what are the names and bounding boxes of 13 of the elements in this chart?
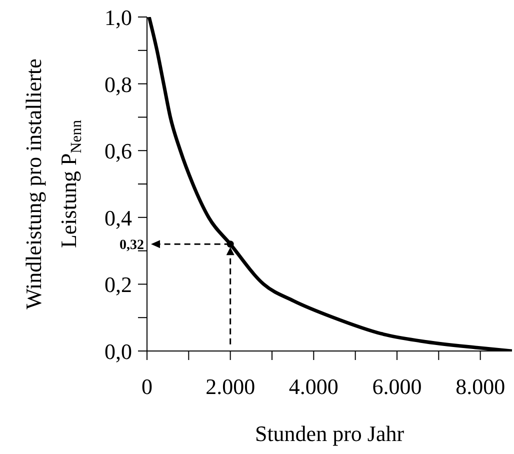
x-tick-label: 4.000 xyxy=(288,374,338,399)
x-tick-label: 6.000 xyxy=(372,374,422,399)
x-tick-label: 2.000 xyxy=(206,374,256,399)
x-tick-label: 0 xyxy=(142,374,152,399)
y-tick-label: 0,4 xyxy=(104,205,132,230)
y-tick-label: 0,2 xyxy=(104,272,132,298)
y-tick-label: 0,8 xyxy=(104,72,132,97)
x-axis-title: Stunden pro Jahr xyxy=(254,421,405,446)
annotation: 0,32 xyxy=(120,238,144,254)
y-tick-label: 1,0 xyxy=(104,5,132,30)
y-tick-label: 0,6 xyxy=(104,138,132,164)
x-tick-label: 8.000 xyxy=(456,374,506,399)
y-tick-label: 0,0 xyxy=(104,339,132,364)
